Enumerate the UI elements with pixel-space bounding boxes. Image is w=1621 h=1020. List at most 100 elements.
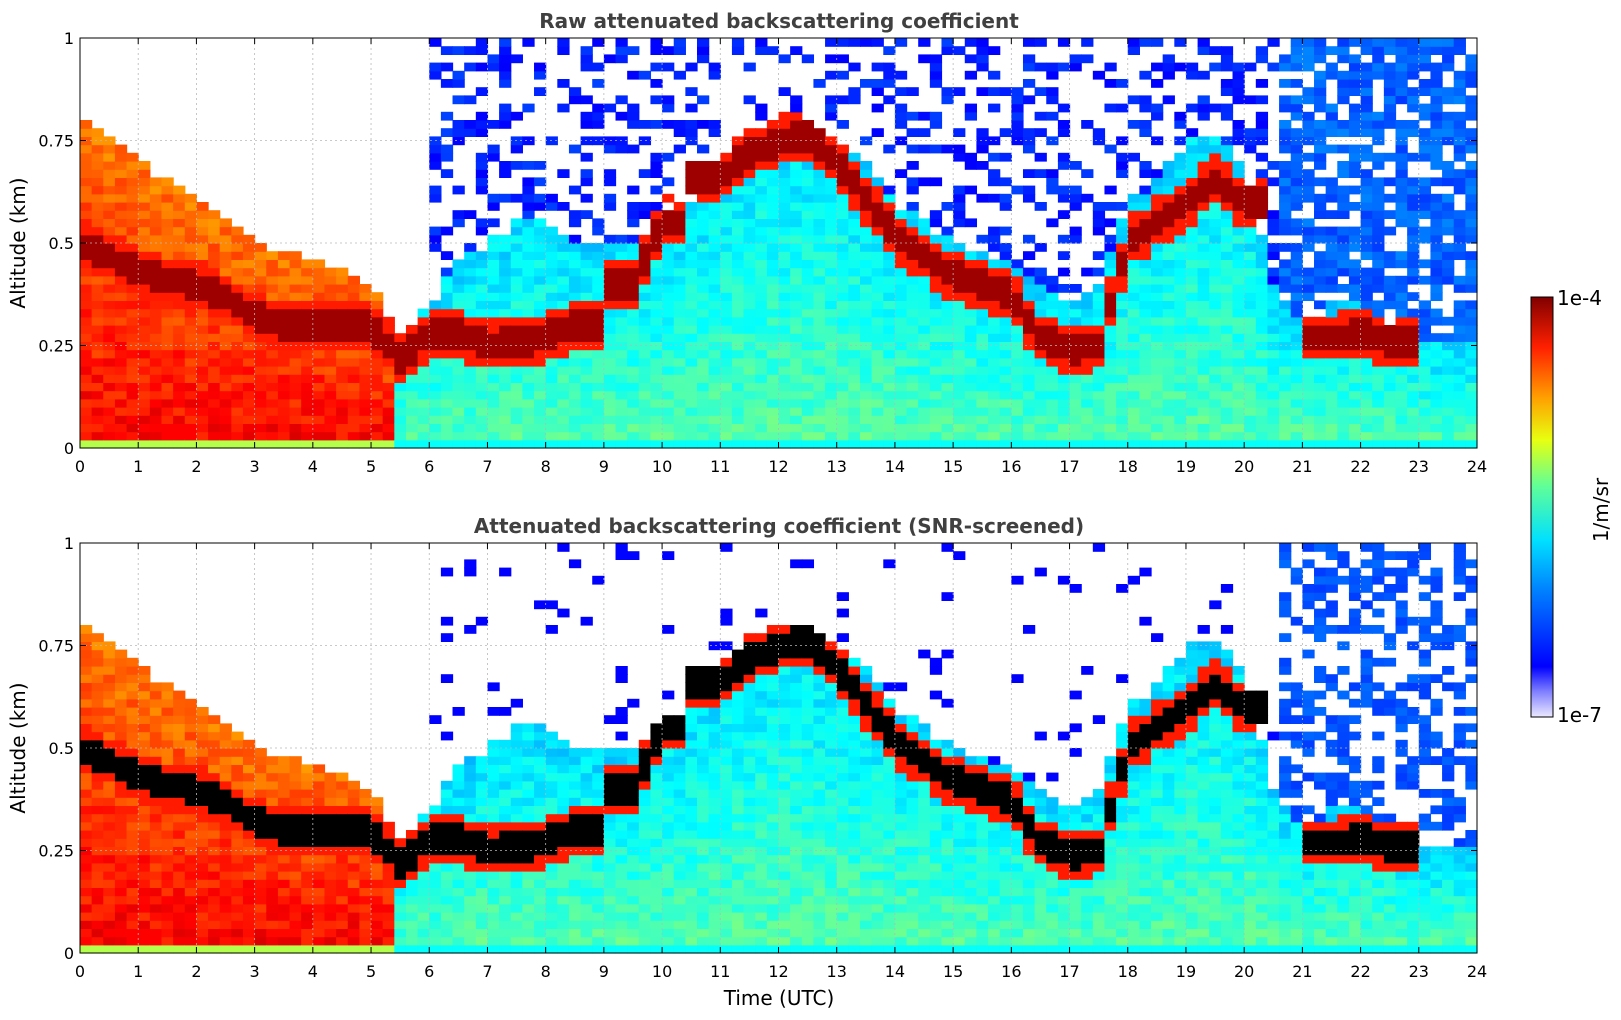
heatmap-cell (91, 666, 104, 675)
heatmap-cell (324, 423, 337, 433)
heatmap-cell (277, 431, 291, 441)
heatmap-cell (1127, 202, 1140, 211)
heatmap-cell (161, 780, 174, 790)
heatmap-cell (161, 854, 174, 864)
heatmap-cell (510, 308, 523, 318)
heatmap-cell (545, 259, 558, 269)
heatmap-cell (627, 357, 640, 367)
heatmap-cell (149, 805, 163, 815)
heatmap-cell (790, 292, 803, 301)
heatmap-cell (91, 169, 104, 178)
heatmap-cell (1290, 308, 1303, 318)
heatmap-cell (266, 838, 279, 847)
heatmap-cell (242, 756, 256, 765)
heatmap-cell (103, 641, 116, 651)
heatmap-cell (1081, 316, 1094, 326)
heatmap-cell (1348, 439, 1362, 449)
heatmap-cell (1244, 128, 1257, 137)
heatmap-cell (464, 431, 477, 441)
heatmap-cell (1011, 267, 1024, 277)
heatmap-cell (1244, 374, 1257, 383)
heatmap-cell (138, 871, 151, 880)
heatmap-cell (429, 316, 442, 326)
heatmap-cell (126, 185, 139, 195)
heatmap-cell (1279, 431, 1292, 441)
heatmap-cell (219, 895, 232, 905)
heatmap-cell (1302, 284, 1315, 293)
heatmap-cell (743, 243, 756, 252)
heatmap-cell (906, 390, 919, 400)
heatmap-cell (242, 797, 256, 806)
heatmap-cell (80, 218, 93, 228)
heatmap-cell (1185, 382, 1199, 392)
heatmap-cell (301, 862, 314, 872)
heatmap-cell (953, 259, 966, 269)
heatmap-cell (242, 251, 256, 260)
heatmap-cell (1081, 357, 1094, 367)
heatmap-cell (254, 928, 267, 938)
heatmap-cell (231, 748, 244, 757)
heatmap-cell (1407, 185, 1420, 195)
heatmap-cell (1185, 218, 1199, 228)
heatmap-cell (1162, 62, 1175, 72)
heatmap-cell (1430, 267, 1443, 277)
heatmap-cell (1290, 357, 1303, 367)
heatmap-cell (1360, 316, 1373, 326)
heatmap-cell (184, 275, 198, 285)
heatmap-cell (1383, 423, 1397, 433)
heatmap-cell (138, 308, 151, 318)
heatmap-cell (836, 259, 849, 269)
heatmap-cell (918, 38, 931, 47)
heatmap-cell (149, 912, 163, 921)
heatmap-cell (766, 152, 780, 162)
heatmap-cell (929, 398, 943, 408)
heatmap-cell (697, 251, 710, 260)
heatmap-cell (603, 398, 617, 408)
heatmap-cell (1360, 439, 1373, 449)
heatmap-cell (324, 357, 337, 367)
heatmap-cell (638, 292, 652, 301)
heatmap-cell (673, 226, 686, 236)
heatmap-cell (510, 243, 523, 252)
heatmap-cell (1442, 210, 1455, 219)
heatmap-cell (1325, 300, 1338, 310)
heatmap-cell (813, 218, 826, 228)
heatmap-cell (510, 407, 523, 416)
heatmap-cell (731, 210, 745, 219)
heatmap-cell (126, 292, 139, 301)
heatmap-cell (1162, 234, 1175, 244)
heatmap-cell (184, 325, 198, 334)
heatmap-cell (126, 698, 139, 708)
heatmap-cell (685, 210, 698, 219)
heatmap-cell (440, 415, 454, 424)
heatmap-cell (534, 251, 547, 260)
heatmap-cell (1372, 54, 1385, 64)
heatmap-cell (1418, 423, 1432, 433)
heatmap-cell (1372, 349, 1385, 359)
heatmap-cell (801, 218, 815, 228)
heatmap-cell (615, 144, 628, 154)
heatmap-cell (766, 284, 780, 293)
heatmap-cell (988, 431, 1001, 441)
heatmap-cell (731, 325, 745, 334)
heatmap-cell (1104, 357, 1117, 367)
heatmap-cell (731, 333, 745, 342)
heatmap-cell (184, 854, 198, 864)
heatmap-cell (475, 152, 489, 162)
heatmap-cell (301, 407, 314, 416)
heatmap-cell (499, 54, 512, 64)
heatmap-cell (1360, 38, 1373, 47)
heatmap-cell (883, 407, 896, 416)
heatmap-cell (394, 374, 407, 383)
heatmap-cell (1430, 144, 1443, 154)
heatmap-cell (1244, 431, 1257, 441)
heatmap-cell (242, 366, 256, 375)
heatmap-cell (929, 308, 943, 318)
heatmap-cell (662, 234, 675, 244)
heatmap-cell (138, 813, 151, 823)
heatmap-cell (499, 407, 512, 416)
heatmap-cell (429, 185, 442, 195)
heatmap-cell (871, 357, 884, 367)
heatmap-cell (1348, 38, 1362, 47)
heatmap-cell (1197, 202, 1210, 211)
